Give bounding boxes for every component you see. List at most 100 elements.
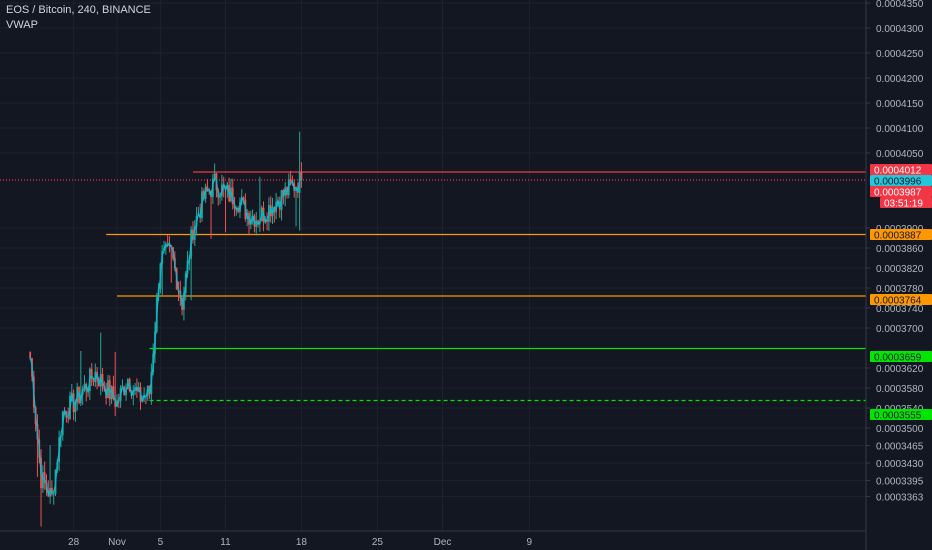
price-label-red: 0.0004012 — [870, 164, 932, 177]
chart-legend: EOS / Bitcoin, 240, BINANCE VWAP — [6, 3, 151, 33]
candle-body — [132, 390, 135, 396]
time-tick-label: 5 — [158, 537, 164, 548]
candle-body — [134, 386, 136, 391]
price-label-text: 0.0004012 — [874, 166, 922, 177]
candle-body — [126, 379, 129, 389]
time-tick-label: 11 — [220, 537, 231, 548]
vwap-line — [29, 176, 302, 496]
time-tick-label: 18 — [296, 537, 308, 548]
candle-body — [193, 226, 196, 240]
symbol-title[interactable]: EOS / Bitcoin, 240, BINANCE — [6, 4, 151, 16]
time-tick-label: 25 — [372, 537, 384, 548]
candle-body — [258, 221, 261, 225]
candle-body — [206, 186, 209, 191]
price-tick-label: 0.0003465 — [876, 442, 924, 453]
price-label-box — [870, 229, 932, 240]
price-label-text: 0.0003887 — [874, 231, 922, 242]
candle-body — [137, 387, 140, 392]
candle-body — [170, 245, 173, 248]
candle-body — [108, 380, 111, 400]
candle-body — [300, 172, 303, 180]
vwap-indicator-label[interactable]: VWAP — [6, 19, 38, 31]
candle-body — [41, 472, 44, 489]
candle-body — [266, 219, 268, 222]
candle-body — [67, 417, 70, 419]
time-tick-label: 28 — [68, 537, 80, 548]
price-tick-label: 0.0003580 — [876, 384, 924, 395]
candle-body — [242, 197, 245, 200]
price-tick-label: 0.0003363 — [876, 493, 924, 504]
price-label-last: 0.0003996 — [870, 175, 932, 188]
time-tick-label: Dec — [434, 537, 452, 548]
price-tick-label: 0.0003820 — [876, 264, 924, 275]
chart-grid — [0, 0, 866, 531]
price-label-orange: 0.0003887 — [870, 229, 932, 242]
candle-body — [231, 187, 234, 205]
candle-body — [260, 207, 263, 222]
time-tick-label: Nov — [108, 537, 126, 548]
price-label-green: 0.0003659 — [870, 351, 932, 364]
candle-body — [92, 379, 95, 382]
candle-body — [135, 386, 138, 392]
price-tick-label: 0.0003395 — [876, 477, 924, 488]
candle-body — [94, 371, 97, 382]
horizontal-levels[interactable] — [0, 171, 866, 402]
price-label-text: 0.0003996 — [874, 177, 922, 188]
candle-body — [289, 179, 292, 183]
candle-body — [110, 386, 113, 400]
candle-body — [51, 487, 53, 495]
price-label-text: 03:51:19 — [884, 199, 923, 210]
price-axis[interactable]: 0.0004350 0.0004300 0.0004250 0.0004200 0.00… — [866, 0, 924, 504]
price-tick-label: 0.0003620 — [876, 364, 924, 375]
price-tick-label: 0.0004050 — [876, 149, 924, 160]
candle-body — [114, 398, 117, 407]
price-label-text: 0.0003659 — [874, 353, 922, 364]
price-label-box — [870, 409, 932, 420]
price-tick-label: 0.0004100 — [876, 124, 924, 135]
candle-body — [295, 187, 297, 191]
time-axis[interactable]: 28 Nov 5 11 18 25 Dec 9 — [68, 537, 532, 548]
candle-body — [273, 206, 276, 213]
price-tick-label: 0.0003500 — [876, 424, 924, 435]
price-label-text: 0.0003555 — [874, 411, 922, 422]
price-tick-label: 0.0003430 — [876, 459, 924, 470]
price-label-red: 0.0003987 — [870, 186, 932, 199]
candle-body — [49, 487, 51, 497]
price-tick-label: 0.0004350 — [876, 0, 924, 10]
price-tick-label: 0.0003860 — [876, 244, 924, 255]
price-label-box — [870, 294, 932, 305]
candle-body — [90, 368, 93, 380]
time-tick-label: 9 — [527, 537, 533, 548]
candle-body — [112, 386, 115, 399]
price-tick-label: 0.0004150 — [876, 99, 924, 110]
candle-body — [213, 173, 216, 179]
candle-body — [125, 388, 127, 396]
candle-body — [83, 383, 86, 390]
candle-body — [43, 472, 46, 483]
price-label-box — [880, 197, 932, 208]
price-tick-label: 0.0004300 — [876, 24, 924, 35]
candle-body — [29, 352, 32, 359]
candle-body — [76, 387, 79, 402]
price-label-green: 0.0003555 — [870, 409, 932, 422]
price-label-box — [870, 164, 932, 175]
price-label-box — [870, 175, 932, 186]
price-tick-label: 0.0003780 — [876, 284, 924, 295]
candle-body — [101, 373, 104, 387]
price-label-red: 03:51:19 — [880, 197, 932, 210]
candle-body — [52, 493, 55, 495]
price-label-box — [870, 186, 932, 197]
candle-body — [282, 190, 285, 196]
candle-body — [74, 401, 77, 413]
price-tick-label: 0.0003740 — [876, 304, 924, 315]
candle-body — [166, 244, 169, 246]
candle-body — [219, 196, 221, 198]
price-label-text: 0.0003987 — [874, 188, 922, 199]
price-tick-label: 0.0003700 — [876, 324, 924, 335]
price-label-box — [870, 351, 932, 362]
candle-body — [257, 220, 259, 225]
price-tick-label: 0.0004250 — [876, 49, 924, 60]
